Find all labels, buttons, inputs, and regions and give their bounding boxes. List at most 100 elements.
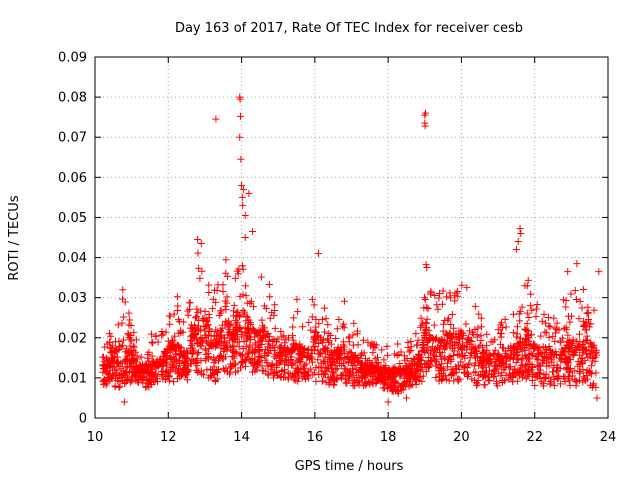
data-point xyxy=(403,368,411,376)
data-point xyxy=(325,330,333,338)
data-point xyxy=(444,337,452,345)
data-point xyxy=(310,334,318,342)
data-point xyxy=(335,315,343,323)
data-point xyxy=(284,369,292,377)
data-point xyxy=(411,355,419,363)
data-point xyxy=(243,299,251,307)
data-point xyxy=(484,376,492,384)
y-tick-label: 0.04 xyxy=(58,251,87,266)
data-point xyxy=(238,193,246,201)
data-point xyxy=(253,366,261,374)
data-point xyxy=(152,332,160,340)
data-point xyxy=(127,337,135,345)
x-tick-label: 22 xyxy=(526,430,543,445)
data-point xyxy=(101,377,109,385)
data-point xyxy=(524,327,532,335)
data-point xyxy=(194,322,202,330)
data-point xyxy=(384,398,392,406)
data-point xyxy=(496,340,504,348)
data-point xyxy=(175,329,183,337)
data-point xyxy=(358,349,366,357)
data-point xyxy=(241,234,249,241)
data-point xyxy=(466,337,474,345)
data-point xyxy=(334,356,342,364)
data-point xyxy=(413,377,421,385)
data-point xyxy=(405,360,413,368)
data-point xyxy=(539,357,547,365)
data-point xyxy=(498,319,506,327)
data-point xyxy=(533,355,541,363)
data-point xyxy=(320,304,328,312)
data-point xyxy=(450,347,458,355)
data-point xyxy=(448,311,456,319)
data-point xyxy=(239,310,247,318)
data-point xyxy=(113,371,121,379)
data-point xyxy=(246,343,254,351)
data-point xyxy=(478,323,486,331)
data-point xyxy=(371,344,379,352)
data-point xyxy=(231,274,239,282)
data-point xyxy=(120,313,128,321)
data-point xyxy=(441,354,449,362)
data-point xyxy=(517,229,525,237)
data-point xyxy=(196,274,204,282)
data-point xyxy=(345,348,353,356)
data-point xyxy=(414,336,422,344)
data-point xyxy=(239,291,247,299)
data-point xyxy=(249,362,257,370)
data-point xyxy=(556,365,564,373)
data-point xyxy=(207,328,215,336)
data-point xyxy=(509,329,517,337)
data-point xyxy=(564,338,572,346)
y-tick-label: 0.08 xyxy=(58,91,87,106)
data-point xyxy=(491,367,499,375)
data-point xyxy=(534,368,542,376)
data-point xyxy=(553,319,561,327)
data-point xyxy=(509,310,517,318)
y-axis-label: ROTI / TECUs xyxy=(7,195,22,280)
data-point xyxy=(197,240,205,248)
data-point xyxy=(165,368,173,376)
data-point xyxy=(556,380,564,388)
data-point xyxy=(170,378,178,386)
data-point xyxy=(264,330,272,338)
data-point xyxy=(394,379,402,387)
data-point xyxy=(454,361,462,369)
data-point xyxy=(185,299,193,307)
data-point xyxy=(564,360,572,368)
data-point xyxy=(521,351,529,359)
data-point xyxy=(512,359,520,367)
data-point xyxy=(289,336,297,344)
data-point xyxy=(471,349,479,357)
data-point xyxy=(284,334,292,342)
data-point xyxy=(477,314,485,322)
data-point xyxy=(318,377,326,385)
data-point xyxy=(256,332,264,340)
data-point xyxy=(551,382,559,390)
data-point xyxy=(314,350,322,358)
data-point xyxy=(111,338,119,346)
data-point xyxy=(537,349,545,357)
data-point xyxy=(143,365,151,373)
data-point xyxy=(584,309,592,317)
data-point xyxy=(308,313,316,321)
data-point xyxy=(322,370,330,378)
data-point xyxy=(550,314,558,322)
data-point xyxy=(140,371,148,379)
data-point xyxy=(184,367,192,375)
data-point xyxy=(238,351,246,359)
data-point xyxy=(491,346,499,354)
data-point xyxy=(517,334,525,342)
data-point xyxy=(579,378,587,386)
data-point xyxy=(480,381,488,389)
data-point xyxy=(325,380,333,388)
data-point xyxy=(549,333,557,341)
data-point xyxy=(127,347,135,355)
data-point xyxy=(513,333,521,341)
x-tick-label: 16 xyxy=(307,430,324,445)
data-point xyxy=(230,301,238,309)
data-point xyxy=(491,336,499,344)
data-point xyxy=(265,281,273,289)
data-point xyxy=(333,374,341,382)
data-point xyxy=(197,357,205,365)
